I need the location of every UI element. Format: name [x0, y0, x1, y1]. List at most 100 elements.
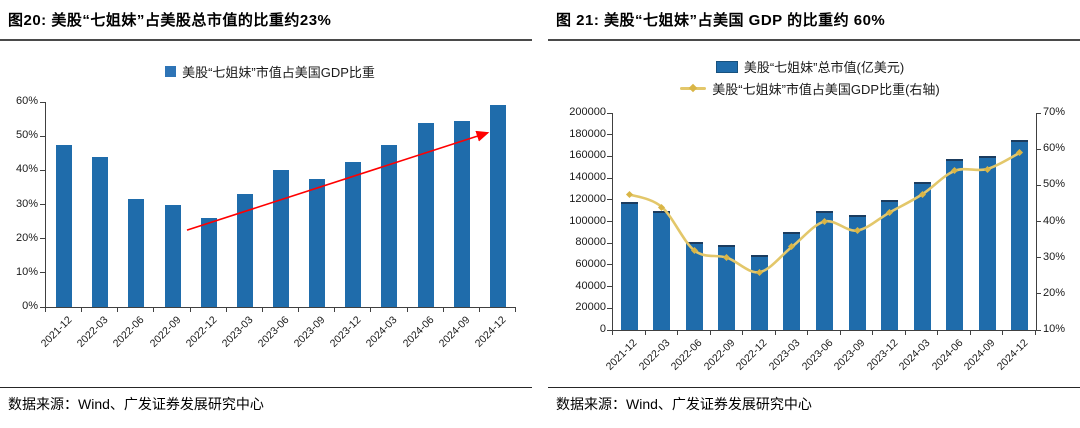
figure-21-source: 数据来源：Wind、广发证券发展研究中心: [556, 396, 812, 412]
figure-20-legend: 美股“七姐妹”市值占美国GDP比重: [0, 62, 540, 81]
figure-20-source-divider: [0, 387, 532, 388]
bar: [653, 210, 671, 330]
bar: [200, 218, 217, 307]
x-axis-tick: [742, 331, 744, 335]
y-axis-left-tick: [607, 155, 612, 157]
figure-21-title-divider: [548, 39, 1080, 41]
trend-arrow: [186, 130, 490, 231]
figure-21-plot-area: [612, 113, 1037, 331]
y-axis-right-tick: [1036, 184, 1041, 186]
y-axis-right-label: 10%: [1043, 323, 1066, 335]
x-axis-tick: [709, 331, 711, 335]
x-axis-tick: [774, 331, 776, 335]
figure-20-title-divider: [0, 39, 532, 41]
y-axis-left-label: 120000: [569, 192, 606, 205]
figure-20-source: 数据来源：Wind、广发证券发展研究中心: [8, 396, 264, 412]
y-axis-left-tick: [607, 177, 612, 179]
legend-line-marker-dot: [689, 83, 698, 93]
x-axis-tick: [1002, 331, 1004, 335]
legend-bar-swatch: [715, 60, 738, 73]
x-axis-tick: [442, 308, 444, 312]
y-axis-left-label: 60000: [575, 257, 606, 270]
y-axis-left-tick: [607, 221, 612, 222]
y-axis-left-tick: [607, 199, 612, 201]
y-axis-label: 0%: [22, 300, 38, 312]
legend-bar-swatch: [165, 66, 177, 77]
x-axis-label-text: 2021-12: [38, 314, 75, 350]
y-axis-left-label: 180000: [569, 127, 606, 140]
bar: [489, 105, 506, 307]
bar: [345, 161, 362, 307]
y-axis-right-label: 40%: [1043, 214, 1066, 227]
y-axis-label: 60%: [15, 95, 38, 107]
y-axis-label: 50%: [15, 129, 38, 142]
legend-line-label: 美股“七姐妹”市值占美国GDP比重(右轴): [712, 82, 940, 97]
x-axis-tick: [225, 308, 227, 312]
y-axis-label: 30%: [15, 197, 38, 210]
x-axis-tick: [261, 308, 263, 312]
y-axis-left-tick: [607, 134, 612, 136]
figure-21-panel: 图 21: 美股“七姐妹”占美国 GDP 的比重约 60% 美股“七姐妹”总市值…: [540, 0, 1080, 428]
x-axis-tick: [872, 331, 874, 335]
bar: [236, 194, 253, 307]
y-axis-right-label: 30%: [1043, 250, 1066, 263]
y-axis-tick: [40, 204, 45, 205]
y-axis-tick: [40, 306, 45, 308]
x-axis-tick: [677, 331, 679, 335]
x-axis-tick: [515, 308, 516, 312]
y-axis-left-tick: [607, 112, 612, 114]
x-axis-label-text: 2021-12: [604, 337, 640, 373]
x-axis-tick: [478, 308, 480, 312]
bar: [685, 242, 703, 330]
bar: [718, 245, 736, 330]
x-axis-tick: [644, 331, 646, 335]
y-axis-tick: [40, 169, 45, 171]
x-axis-label: 2024-12: [994, 337, 1061, 373]
y-axis-left-label: 0: [599, 323, 606, 335]
y-axis-tick: [40, 272, 45, 274]
legend-line-swatch: [680, 83, 707, 93]
x-axis-tick: [117, 308, 119, 312]
y-axis-left-label: 80000: [575, 236, 606, 249]
x-axis-tick: [45, 308, 46, 312]
x-axis-tick: [904, 331, 906, 335]
x-axis-tick: [153, 308, 155, 312]
y-axis-left-label: 40000: [575, 279, 606, 292]
y-axis-label: 40%: [15, 163, 38, 176]
legend-bar-label: 美股“七姐妹”总市值(亿美元): [743, 60, 905, 75]
bar: [381, 144, 398, 307]
y-axis-right-label: 20%: [1043, 286, 1066, 299]
x-axis-label: 2024-12: [473, 314, 539, 350]
bar: [164, 204, 181, 307]
bar: [128, 199, 145, 307]
bar: [417, 122, 434, 307]
legend-bar-label: 美股“七姐妹”市值占美国GDP比重: [182, 65, 375, 80]
bar: [913, 182, 931, 330]
y-axis-tick: [40, 238, 45, 240]
y-axis-right-tick: [1036, 112, 1041, 114]
x-axis-tick: [969, 331, 971, 335]
bar: [978, 156, 996, 330]
y-axis-right-tick: [1036, 221, 1041, 222]
y-axis-left-label: 200000: [569, 106, 606, 118]
y-axis-label: 20%: [15, 231, 38, 244]
x-axis-tick: [1035, 331, 1036, 335]
bar: [750, 255, 768, 330]
y-axis-right-tick: [1036, 293, 1041, 295]
y-axis-left-label: 100000: [569, 214, 606, 227]
x-axis-tick: [334, 308, 336, 312]
bar: [56, 144, 73, 307]
figure-21-title: 图 21: 美股“七姐妹”占美国 GDP 的比重约 60%: [556, 12, 886, 29]
bar: [881, 199, 899, 330]
bar: [783, 232, 801, 330]
y-axis-left-tick: [607, 329, 612, 331]
y-axis-left-label: 140000: [569, 171, 606, 184]
x-axis-tick: [406, 308, 408, 312]
x-axis-tick: [937, 331, 939, 335]
x-axis-tick: [807, 331, 809, 335]
figure-20-title: 图20: 美股“七姐妹”占美股总市值的比重约23%: [8, 12, 332, 29]
bar: [309, 178, 326, 307]
y-axis-label: 10%: [15, 265, 38, 278]
y-axis-left-tick: [607, 307, 612, 309]
